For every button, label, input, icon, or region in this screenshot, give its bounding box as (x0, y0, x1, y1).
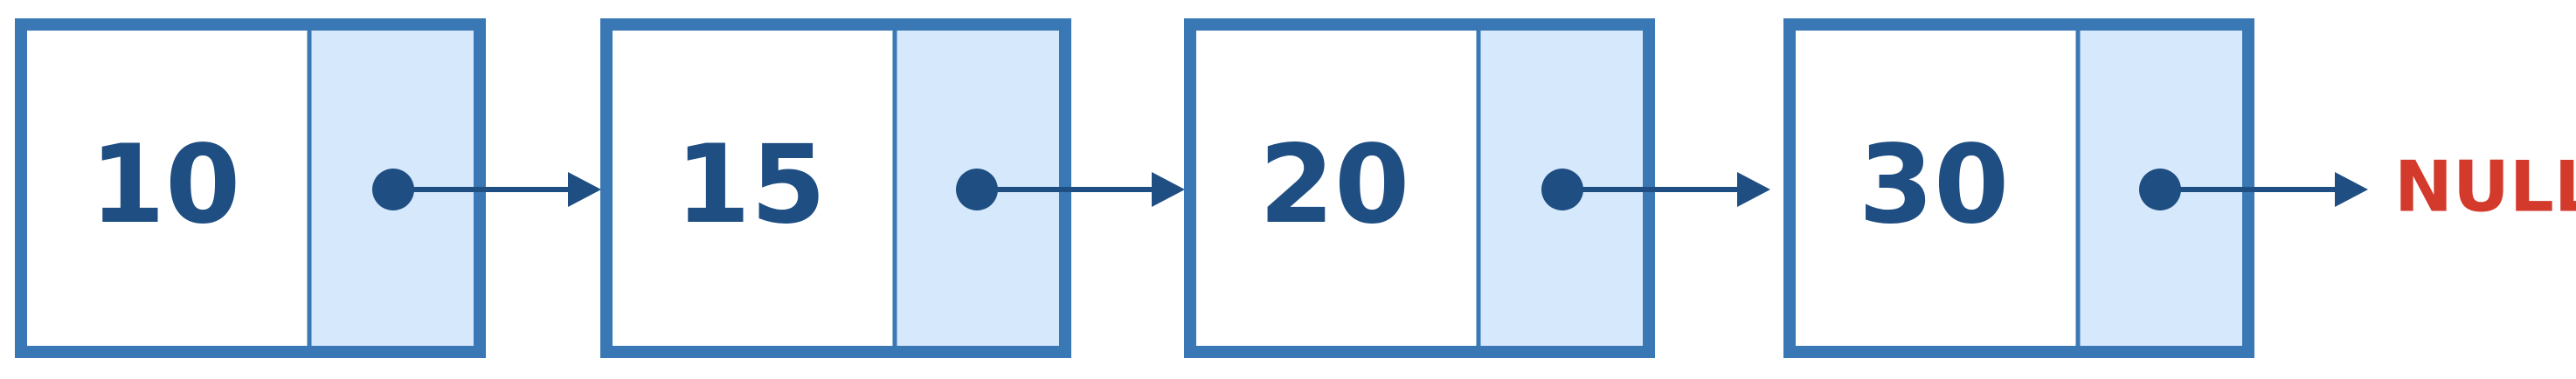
data-cell (1790, 24, 2078, 352)
next-arrow-head (2335, 172, 2368, 207)
node-value: 15 (675, 122, 827, 248)
node-value: 30 (1859, 122, 2010, 248)
next-arrow-head (568, 172, 601, 207)
data-cell (1190, 24, 1478, 352)
node-value: 20 (1259, 122, 1410, 248)
list-node: 20 (1184, 18, 1770, 358)
list-node: 15 (600, 18, 1185, 358)
node-value: 10 (90, 122, 241, 248)
list-node: 10 (15, 18, 601, 358)
next-arrow-head (1737, 172, 1770, 207)
null-label: NULL (2394, 147, 2576, 228)
data-cell (21, 24, 309, 352)
list-node: 30 (1783, 18, 2368, 358)
next-arrow-head (1152, 172, 1185, 207)
data-cell (606, 24, 895, 352)
